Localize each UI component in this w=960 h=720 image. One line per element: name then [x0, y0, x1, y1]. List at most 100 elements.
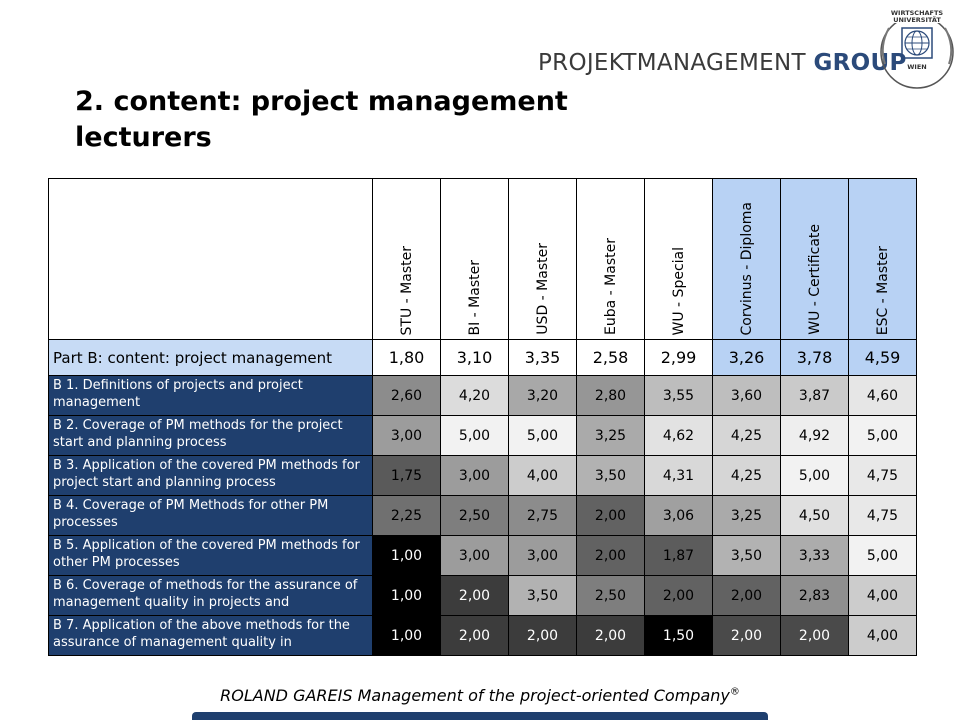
value-cell: 2,60: [372, 375, 441, 416]
summary-value-cell: 3,78: [780, 339, 849, 376]
row-label-cell: B 7. Application of the above methods fo…: [48, 615, 373, 656]
value-cell: 5,00: [440, 415, 509, 456]
brand-wordmark-left: PROJEKTMANAGEMENT: [538, 50, 814, 76]
value-cell: 4,75: [848, 495, 917, 536]
value-cell: 4,20: [440, 375, 509, 416]
value-cell: 5,00: [780, 455, 849, 496]
value-cell: 4,50: [780, 495, 849, 536]
table-row: B 6. Coverage of methods for the assuran…: [48, 575, 917, 616]
footer-citation: ROLAND GAREIS Management of the project-…: [220, 686, 730, 705]
value-cell: 4,31: [644, 455, 713, 496]
column-header: Corvinus - Diploma: [712, 178, 781, 340]
column-header: Euba - Master: [576, 178, 645, 340]
summary-value-cell: 1,80: [372, 339, 441, 376]
value-cell: 2,25: [372, 495, 441, 536]
row-label: B 4. Coverage of PM Methods for other PM…: [53, 498, 329, 530]
row-label-cell: B 1. Definitions of projects and project…: [48, 375, 373, 416]
table-row: B 1. Definitions of projects and project…: [48, 375, 917, 416]
column-header: ESC - Master: [848, 178, 917, 340]
row-label: B 7. Application of the above methods fo…: [53, 618, 350, 650]
column-header-row: STU - Master BI - Master USD - Master Euba …: [48, 178, 917, 340]
value-cell: 3,50: [712, 535, 781, 576]
table-row: B 3. Application of the covered PM metho…: [48, 455, 917, 496]
value-cell: 3,00: [440, 455, 509, 496]
value-cell: 2,50: [440, 495, 509, 536]
value-cell: 2,00: [508, 615, 577, 656]
row-label: B 1. Definitions of projects and project…: [53, 378, 303, 410]
footer-registered-mark: ®: [729, 686, 740, 698]
summary-value-cell: 4,59: [848, 339, 917, 376]
column-header-label: Corvinus - Diploma: [738, 201, 755, 336]
summary-value-cell: 2,99: [644, 339, 713, 376]
value-cell: 3,50: [576, 455, 645, 496]
value-cell: 2,00: [576, 495, 645, 536]
row-label-cell: B 5. Application of the covered PM metho…: [48, 535, 373, 576]
value-cell: 1,00: [372, 535, 441, 576]
value-cell: 4,00: [848, 615, 917, 656]
value-cell: 2,00: [440, 615, 509, 656]
row-label-cell: B 4. Coverage of PM Methods for other PM…: [48, 495, 373, 536]
value-cell: 2,00: [644, 575, 713, 616]
seal-text-top-2: UNIVERSITÄT: [893, 15, 941, 24]
value-cell: 4,00: [848, 575, 917, 616]
value-cell: 2,00: [576, 615, 645, 656]
column-header: STU - Master: [372, 178, 441, 340]
value-cell: 1,75: [372, 455, 441, 496]
value-cell: 2,75: [508, 495, 577, 536]
brand-wordmark-right: GROUP: [813, 50, 907, 76]
value-cell: 2,00: [712, 575, 781, 616]
summary-value-cell: 3,10: [440, 339, 509, 376]
column-header-label: USD - Master: [534, 243, 551, 335]
row-label: B 3. Application of the covered PM metho…: [53, 458, 360, 490]
row-label: B 6. Coverage of methods for the assuran…: [53, 578, 358, 610]
value-cell: 4,60: [848, 375, 917, 416]
column-header-label: Euba - Master: [602, 238, 619, 335]
value-cell: 2,00: [576, 535, 645, 576]
row-label-cell: B 6. Coverage of methods for the assuran…: [48, 575, 373, 616]
value-cell: 2,00: [780, 615, 849, 656]
value-cell: 2,83: [780, 575, 849, 616]
value-cell: 1,50: [644, 615, 713, 656]
brand-header: PROJEKTMANAGEMENT GROUP WIRTSCHAFTS UNIV…: [535, 0, 960, 95]
value-cell: 3,20: [508, 375, 577, 416]
value-cell: 3,87: [780, 375, 849, 416]
value-cell: 2,80: [576, 375, 645, 416]
value-cell: 4,00: [508, 455, 577, 496]
column-header: WU - Special: [644, 178, 713, 340]
value-cell: 5,00: [848, 415, 917, 456]
value-cell: 3,25: [712, 495, 781, 536]
value-cell: 2,50: [576, 575, 645, 616]
university-seal-icon: WIRTSCHAFTS UNIVERSITÄT WIEN: [880, 8, 954, 89]
table-row: B 2. Coverage of PM methods for the proj…: [48, 415, 917, 456]
summary-row-label: Part B: content: project management: [48, 339, 373, 376]
summary-value-cell: 2,58: [576, 339, 645, 376]
value-cell: 4,25: [712, 415, 781, 456]
table-row: B 4. Coverage of PM Methods for other PM…: [48, 495, 917, 536]
value-cell: 3,55: [644, 375, 713, 416]
column-header: USD - Master: [508, 178, 577, 340]
value-cell: 2,00: [712, 615, 781, 656]
footer-bar: [192, 712, 768, 720]
summary-row: Part B: content: project management 1,80…: [48, 339, 917, 376]
value-cell: 3,33: [780, 535, 849, 576]
row-label-cell: B 3. Application of the covered PM metho…: [48, 455, 373, 496]
column-header-label: STU - Master: [398, 245, 415, 335]
value-cell: 3,00: [508, 535, 577, 576]
value-cell: 4,25: [712, 455, 781, 496]
footer-text: ROLAND GAREIS Management of the project-…: [0, 686, 960, 705]
seal-text-bottom: WIEN: [907, 63, 926, 71]
value-cell: 3,60: [712, 375, 781, 416]
column-header-label: BI - Master: [466, 259, 483, 336]
value-cell: 4,62: [644, 415, 713, 456]
value-cell: 3,25: [576, 415, 645, 456]
value-cell: 3,50: [508, 575, 577, 616]
brand-wordmark: PROJEKTMANAGEMENT GROUP: [538, 50, 907, 76]
value-cell: 5,00: [508, 415, 577, 456]
value-cell: 4,75: [848, 455, 917, 496]
value-cell: 1,00: [372, 575, 441, 616]
column-header: BI - Master: [440, 178, 509, 340]
table-row: B 7. Application of the above methods fo…: [48, 615, 917, 656]
row-label-cell: B 2. Coverage of PM methods for the proj…: [48, 415, 373, 456]
value-cell: 1,87: [644, 535, 713, 576]
value-cell: 1,00: [372, 615, 441, 656]
